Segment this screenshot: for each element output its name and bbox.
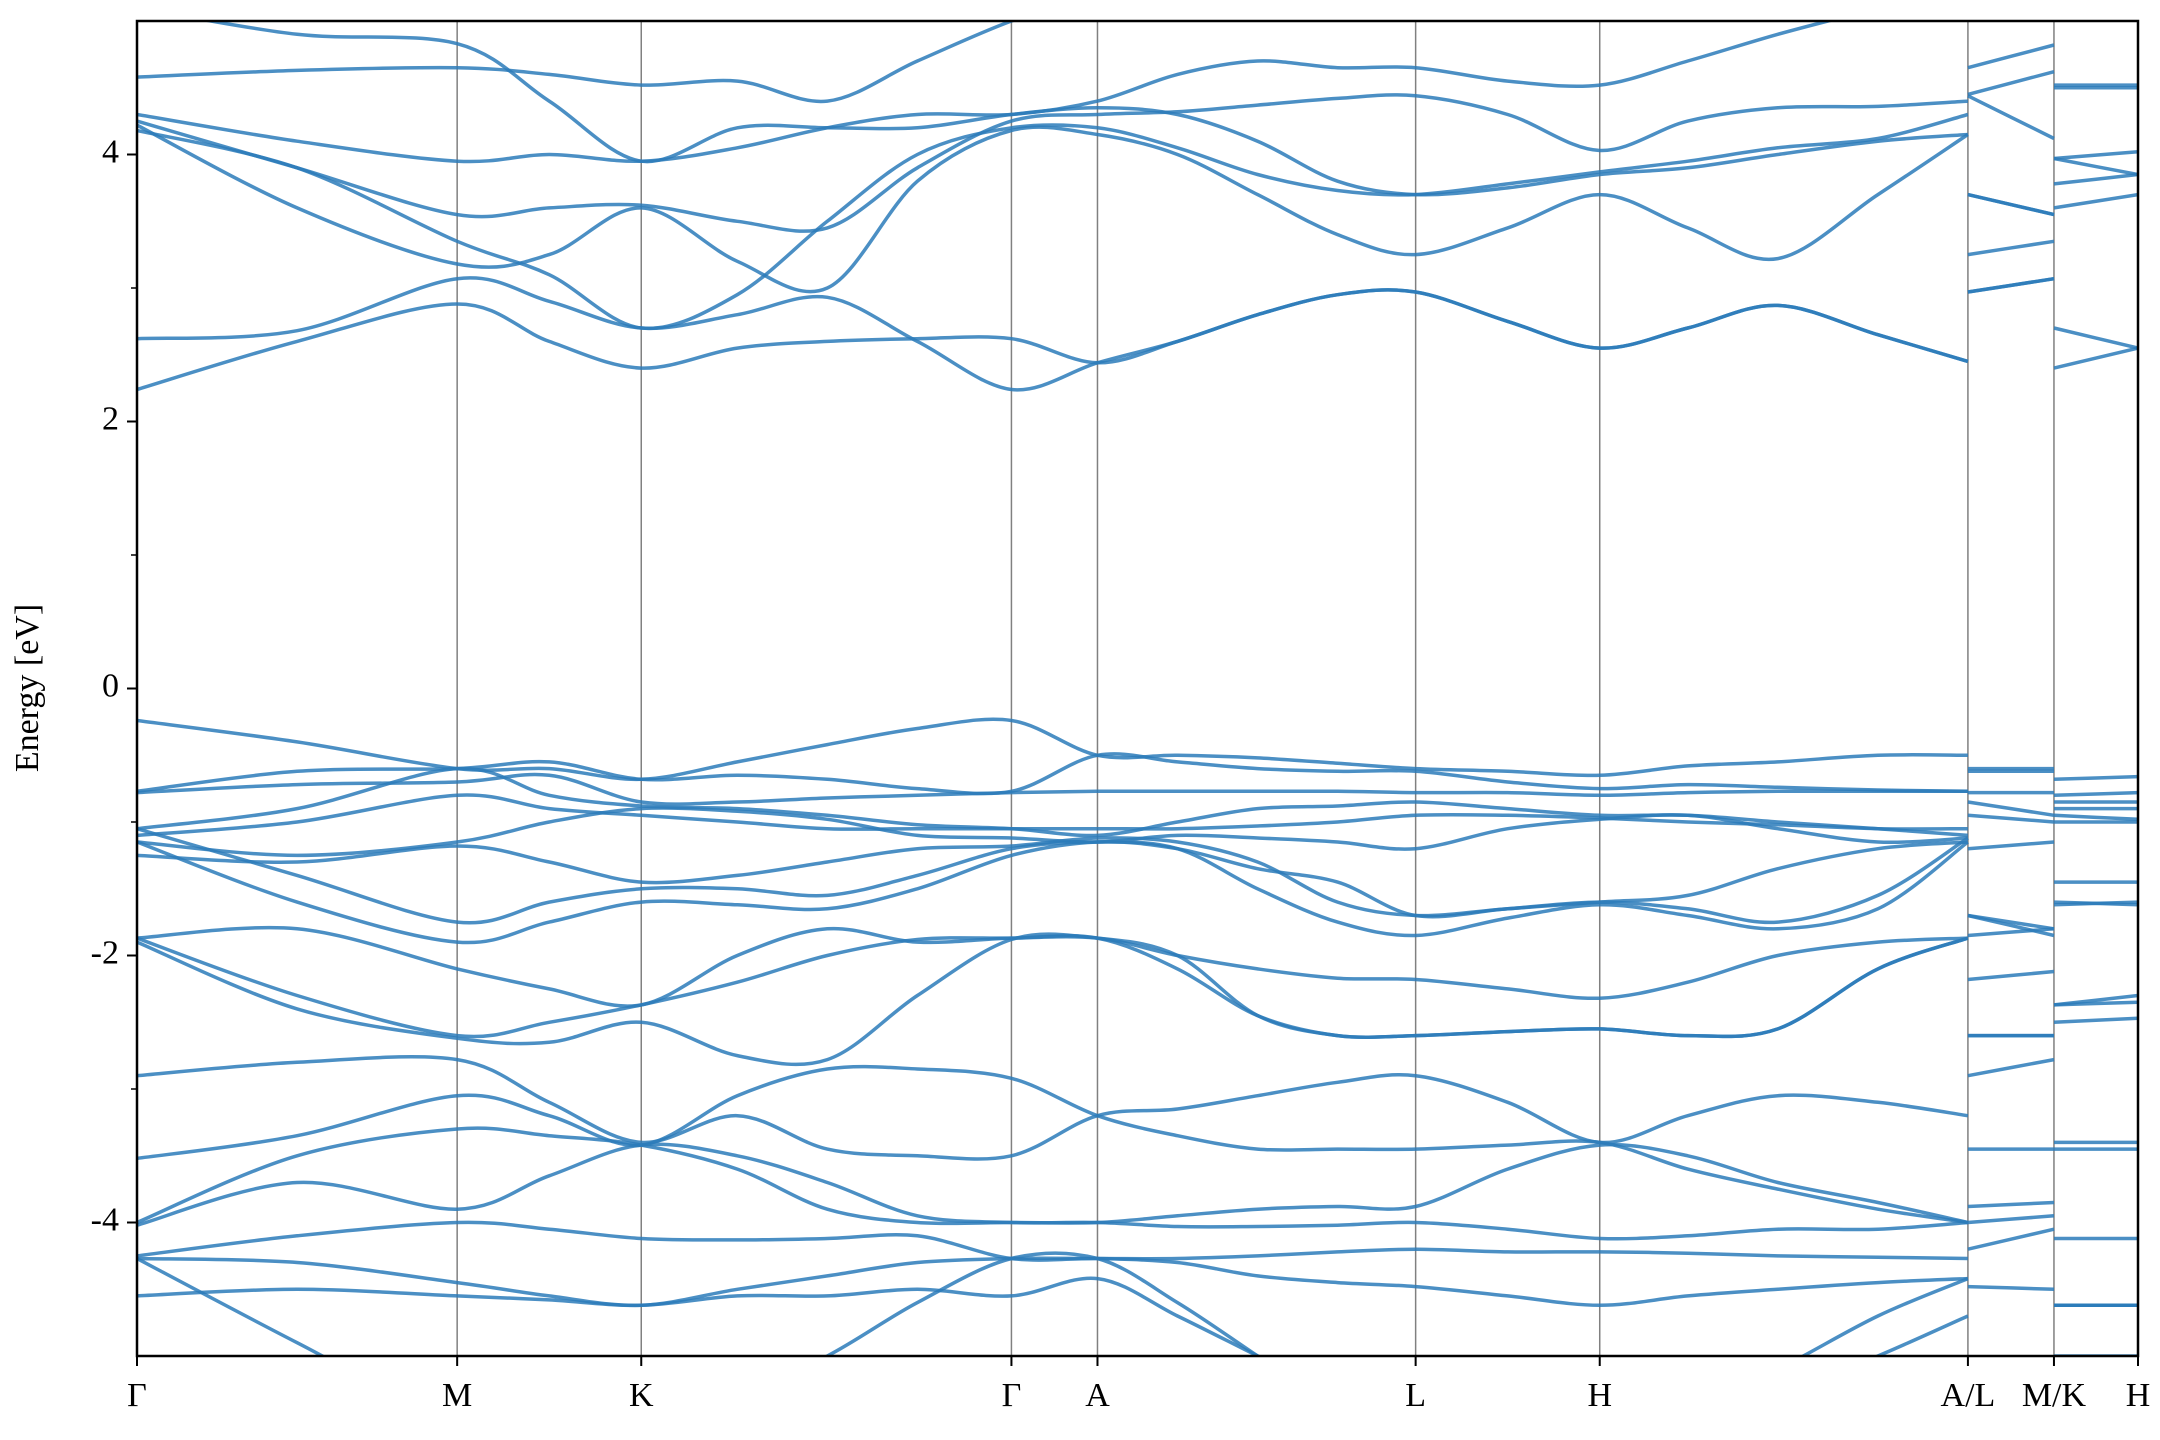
y-tick-label: -2 bbox=[91, 934, 119, 971]
band bbox=[137, 21, 2138, 164]
x-tick-label: L bbox=[1405, 1377, 1426, 1414]
x-tick-label: Γ bbox=[1002, 1377, 1022, 1414]
x-tick-label: M bbox=[442, 1377, 472, 1414]
band bbox=[137, 276, 2138, 392]
x-tick-label: M/K bbox=[2022, 1377, 2087, 1414]
x-tick-label: Γ bbox=[127, 1377, 147, 1414]
band bbox=[137, 793, 2138, 838]
band bbox=[137, 836, 2138, 945]
y-tick-label: 2 bbox=[102, 400, 119, 437]
band bbox=[137, 1251, 1969, 1356]
x-tick-label: H bbox=[2126, 1377, 2151, 1414]
y-axis-label: Energy [eV] bbox=[9, 604, 46, 772]
band bbox=[137, 1064, 2138, 1225]
y-tick-label: -4 bbox=[91, 1201, 119, 1238]
band bbox=[137, 123, 2138, 294]
band bbox=[137, 717, 2138, 782]
band bbox=[200, 21, 2138, 217]
y-tick-label: 4 bbox=[102, 133, 119, 170]
x-tick-label: H bbox=[1587, 1377, 1612, 1414]
band bbox=[137, 21, 2138, 104]
y-tick-label: 0 bbox=[102, 667, 119, 704]
x-tick-label: A bbox=[1085, 1377, 1110, 1414]
band bbox=[137, 1055, 2138, 1161]
band bbox=[137, 932, 2138, 1067]
x-tick-label: K bbox=[629, 1377, 654, 1414]
bands bbox=[137, 21, 2138, 1356]
x-tick-label: A/L bbox=[1941, 1377, 1996, 1414]
band bbox=[137, 752, 2138, 798]
band bbox=[137, 1276, 2138, 1356]
band bbox=[137, 772, 2138, 806]
axes: -4 -2 0 2 4 Γ M K Γ A L H A/L M/K H bbox=[91, 133, 2151, 1414]
